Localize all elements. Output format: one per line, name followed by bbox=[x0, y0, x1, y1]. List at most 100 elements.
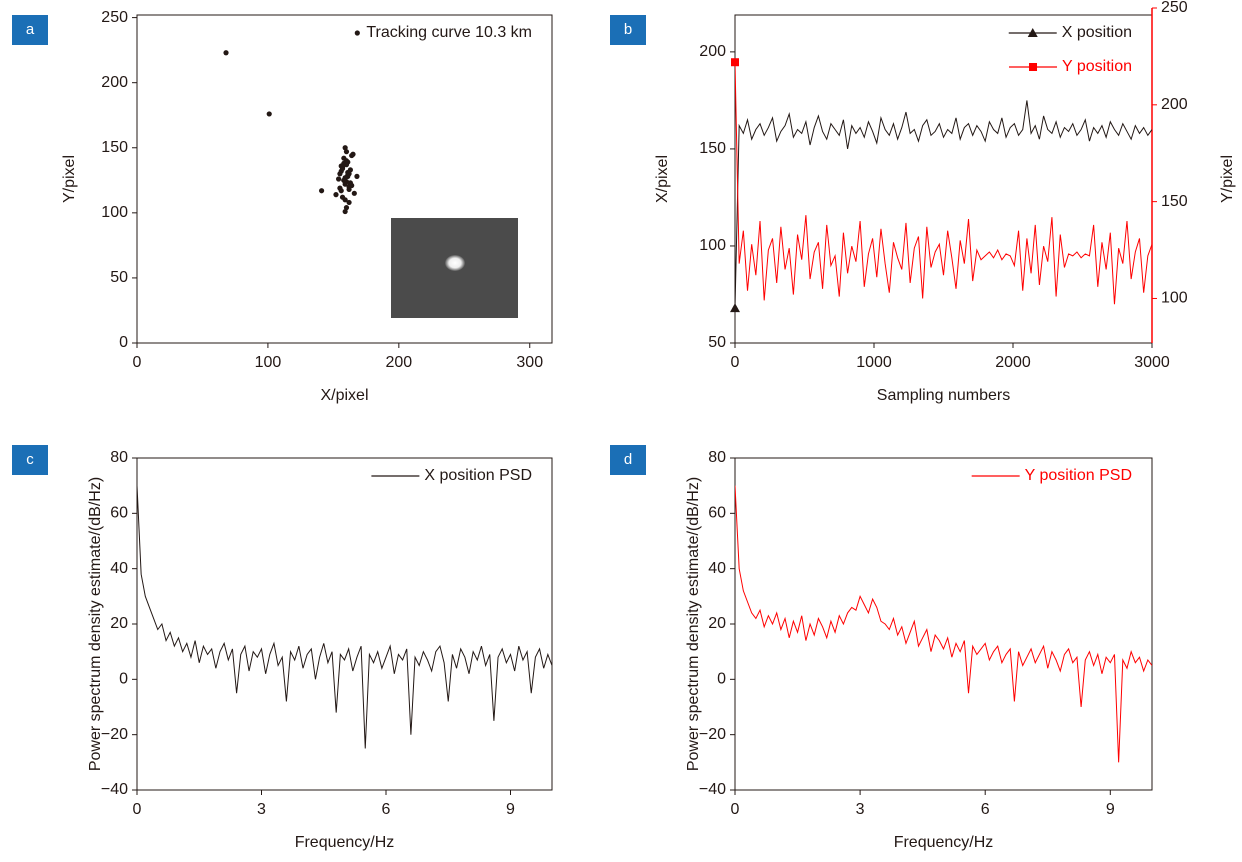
panel: c 0 3 6 9 −40 −20 0 20 40 60 80 Frequency/Hz Power sp… bbox=[12, 445, 553, 851]
y2-axis-label: Y/pixel bbox=[1219, 155, 1236, 203]
y2-tick-label: 250 bbox=[1161, 0, 1188, 16]
legend-label: X position bbox=[1062, 24, 1132, 41]
plot-area bbox=[735, 62, 1152, 309]
point bbox=[343, 162, 350, 168]
panel-label-box bbox=[610, 445, 646, 475]
y-tick-label: 60 bbox=[708, 505, 726, 522]
y2-tick-label: 150 bbox=[1161, 193, 1188, 210]
x-tick-label: 6 bbox=[382, 801, 391, 818]
x-axis-label: Frequency/Hz bbox=[295, 834, 395, 851]
point bbox=[336, 176, 342, 182]
plot-area bbox=[223, 50, 360, 215]
x-tick-label: 0 bbox=[133, 354, 142, 371]
x-tick-label: 300 bbox=[516, 354, 543, 371]
panel-label: a bbox=[26, 21, 35, 38]
y-tick-label: 200 bbox=[699, 43, 726, 60]
y-tick-label: 40 bbox=[110, 560, 128, 577]
inset-spot bbox=[445, 255, 465, 271]
point bbox=[346, 171, 352, 177]
x-tick-label: 3 bbox=[257, 801, 266, 818]
y-tick-label: 50 bbox=[708, 334, 726, 351]
y-tick-label: 0 bbox=[119, 671, 128, 688]
point bbox=[341, 177, 347, 183]
plot-frame bbox=[136, 14, 553, 344]
point bbox=[223, 50, 229, 56]
x-axis-label: Frequency/Hz bbox=[894, 834, 994, 851]
point bbox=[351, 190, 357, 196]
x-tick-label: 200 bbox=[385, 354, 412, 371]
panel-label-box bbox=[610, 15, 646, 45]
plot-area bbox=[735, 485, 1152, 763]
plot-frame bbox=[734, 457, 1153, 791]
point bbox=[342, 181, 348, 187]
y-tick-label: 100 bbox=[699, 237, 726, 254]
point bbox=[339, 194, 346, 200]
data-line bbox=[735, 485, 1152, 763]
y-tick-label: 20 bbox=[110, 615, 128, 632]
y2-tick-label: 100 bbox=[1161, 290, 1188, 307]
point bbox=[349, 152, 355, 159]
y-tick-label: 0 bbox=[119, 334, 128, 351]
point bbox=[318, 188, 325, 194]
y-tick-label: −40 bbox=[699, 781, 726, 798]
y-tick-label: −20 bbox=[699, 726, 726, 743]
y-axis-label: Y/pixel bbox=[61, 155, 78, 203]
x-tick-label: 9 bbox=[1106, 801, 1115, 818]
point bbox=[266, 111, 272, 117]
point bbox=[343, 205, 350, 211]
x-axis-label: X/pixel bbox=[320, 387, 368, 404]
data-line bbox=[735, 62, 1152, 305]
y-tick-label: 60 bbox=[110, 505, 128, 522]
point bbox=[338, 188, 344, 194]
legend-label: Y position PSD bbox=[1025, 467, 1132, 484]
y-tick-label: 150 bbox=[699, 140, 726, 157]
x-tick-label: 6 bbox=[981, 801, 990, 818]
panel-label: b bbox=[624, 21, 632, 38]
inset-image bbox=[391, 218, 518, 318]
y-tick-label: 20 bbox=[708, 615, 726, 632]
panel-label: c bbox=[26, 451, 34, 468]
panel: a 0 100 200 300 0 50 100 150 200 250 X/pixel Y/pixel… bbox=[12, 9, 553, 404]
panel: d 0 3 6 9 −40 −20 0 20 40 60 80 Frequency/Hz Power sp… bbox=[610, 445, 1153, 851]
y-tick-label: 80 bbox=[110, 449, 128, 466]
y-tick-label: 40 bbox=[708, 560, 726, 577]
legend-label: Tracking curve 10.3 km bbox=[366, 24, 532, 41]
x-tick-label: 1000 bbox=[856, 354, 892, 371]
point bbox=[354, 173, 360, 179]
y-tick-label: −20 bbox=[101, 726, 128, 743]
y-tick-label: 0 bbox=[717, 671, 726, 688]
plot-frame bbox=[136, 457, 553, 791]
panel-label-box bbox=[12, 445, 48, 475]
point bbox=[347, 180, 353, 186]
y-tick-label: 80 bbox=[708, 449, 726, 466]
y-tick-label: −40 bbox=[101, 781, 128, 798]
legend-label: X position PSD bbox=[424, 467, 532, 484]
y-tick-label: 200 bbox=[101, 74, 128, 91]
y-tick-label: 100 bbox=[101, 204, 128, 221]
point bbox=[341, 155, 347, 161]
panel: b 0 1000 2000 3000 50 100 150 200 Sampling number… bbox=[610, 0, 1236, 404]
point bbox=[333, 192, 339, 198]
x-tick-label: 3000 bbox=[1134, 354, 1170, 371]
x-tick-label: 100 bbox=[255, 354, 282, 371]
x-tick-label: 3 bbox=[856, 801, 865, 818]
point bbox=[343, 149, 350, 155]
x-tick-label: 0 bbox=[133, 801, 142, 818]
y-tick-label: 250 bbox=[101, 9, 128, 26]
point bbox=[339, 165, 346, 172]
plot-area bbox=[137, 485, 552, 749]
point bbox=[342, 208, 348, 215]
y-tick-label: 50 bbox=[110, 269, 128, 286]
y-tick-label: 150 bbox=[101, 139, 128, 156]
x-tick-label: 2000 bbox=[995, 354, 1031, 371]
x-axis-label: Sampling numbers bbox=[877, 387, 1010, 404]
x-tick-label: 9 bbox=[506, 801, 515, 818]
data-line bbox=[735, 100, 1152, 309]
panel-label-box bbox=[12, 15, 48, 45]
x-tick-label: 0 bbox=[731, 801, 740, 818]
marker bbox=[730, 303, 740, 313]
legend-marker bbox=[354, 30, 360, 36]
y2-tick-label: 200 bbox=[1161, 96, 1188, 113]
